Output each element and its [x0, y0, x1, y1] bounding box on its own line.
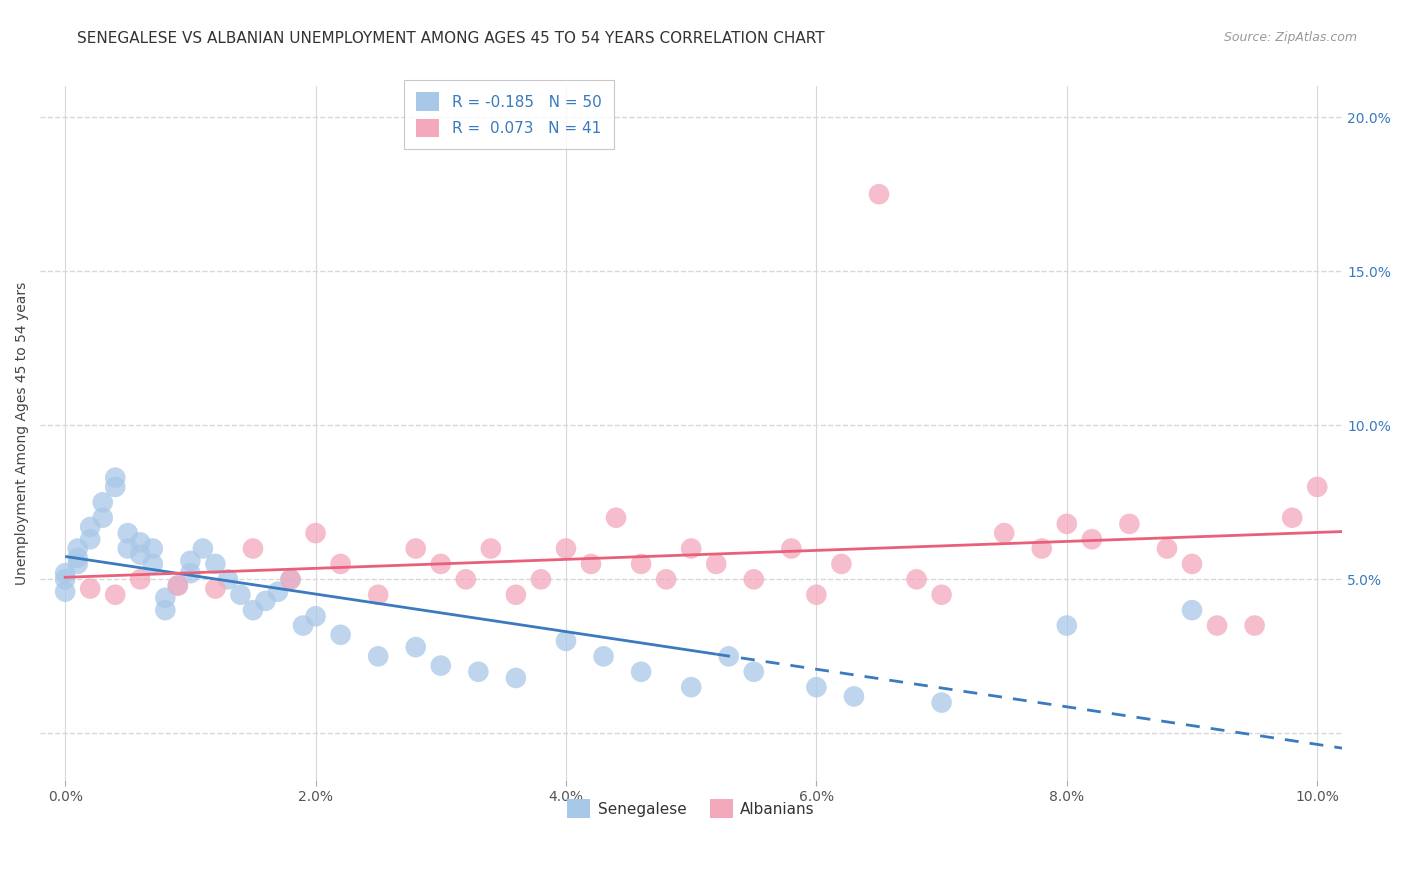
Point: [129, 535, 152, 549]
Point: [630, 665, 652, 679]
Point: [367, 649, 389, 664]
Point: [91, 510, 114, 524]
Point: [1056, 516, 1078, 531]
Text: SENEGALESE VS ALBANIAN UNEMPLOYMENT AMONG AGES 45 TO 54 YEARS CORRELATION CHART: SENEGALESE VS ALBANIAN UNEMPLOYMENT AMON…: [77, 31, 825, 46]
Point: [681, 680, 703, 694]
Point: [454, 572, 477, 586]
Point: [681, 541, 703, 556]
Point: [1081, 533, 1104, 547]
Point: [505, 671, 527, 685]
Point: [117, 541, 139, 556]
Point: [242, 541, 264, 556]
Point: [1181, 603, 1204, 617]
Point: [905, 572, 928, 586]
Point: [1281, 510, 1303, 524]
Point: [868, 187, 890, 202]
Point: [479, 541, 502, 556]
Point: [179, 566, 201, 581]
Point: [579, 557, 602, 571]
Point: [166, 578, 188, 592]
Point: [104, 588, 127, 602]
Point: [104, 470, 127, 484]
Point: [117, 526, 139, 541]
Point: [555, 541, 578, 556]
Point: [53, 584, 76, 599]
Point: [429, 658, 451, 673]
Point: [1206, 618, 1229, 632]
Point: [931, 588, 953, 602]
Point: [142, 541, 165, 556]
Legend: Senegalese, Albanians: Senegalese, Albanians: [561, 793, 821, 824]
Point: [129, 572, 152, 586]
Point: [842, 690, 865, 704]
Point: [191, 541, 214, 556]
Point: [1306, 480, 1329, 494]
Y-axis label: Unemployment Among Ages 45 to 54 years: Unemployment Among Ages 45 to 54 years: [15, 281, 30, 584]
Point: [806, 588, 828, 602]
Point: [79, 520, 101, 534]
Point: [280, 572, 302, 586]
Point: [530, 572, 553, 586]
Point: [66, 550, 89, 565]
Point: [155, 603, 177, 617]
Point: [1243, 618, 1265, 632]
Point: [742, 665, 765, 679]
Point: [254, 594, 277, 608]
Point: [505, 588, 527, 602]
Point: [630, 557, 652, 571]
Point: [267, 584, 290, 599]
Point: [204, 582, 226, 596]
Point: [1118, 516, 1140, 531]
Point: [467, 665, 489, 679]
Point: [155, 591, 177, 605]
Point: [1056, 618, 1078, 632]
Point: [1156, 541, 1178, 556]
Point: [780, 541, 803, 556]
Point: [1031, 541, 1053, 556]
Point: [129, 548, 152, 562]
Point: [166, 578, 188, 592]
Point: [329, 557, 352, 571]
Point: [1181, 557, 1204, 571]
Point: [79, 533, 101, 547]
Point: [806, 680, 828, 694]
Point: [704, 557, 727, 571]
Point: [304, 526, 326, 541]
Point: [405, 541, 427, 556]
Point: [292, 618, 315, 632]
Point: [242, 603, 264, 617]
Point: [91, 495, 114, 509]
Point: [304, 609, 326, 624]
Point: [280, 572, 302, 586]
Point: [429, 557, 451, 571]
Point: [229, 588, 252, 602]
Point: [742, 572, 765, 586]
Point: [405, 640, 427, 654]
Point: [555, 634, 578, 648]
Point: [367, 588, 389, 602]
Text: Source: ZipAtlas.com: Source: ZipAtlas.com: [1223, 31, 1357, 45]
Point: [830, 557, 852, 571]
Point: [142, 557, 165, 571]
Point: [53, 566, 76, 581]
Point: [66, 541, 89, 556]
Point: [931, 696, 953, 710]
Point: [605, 510, 627, 524]
Point: [204, 557, 226, 571]
Point: [66, 557, 89, 571]
Point: [329, 628, 352, 642]
Point: [655, 572, 678, 586]
Point: [79, 582, 101, 596]
Point: [592, 649, 614, 664]
Point: [217, 572, 239, 586]
Point: [993, 526, 1015, 541]
Point: [53, 572, 76, 586]
Point: [717, 649, 740, 664]
Point: [104, 480, 127, 494]
Point: [179, 554, 201, 568]
